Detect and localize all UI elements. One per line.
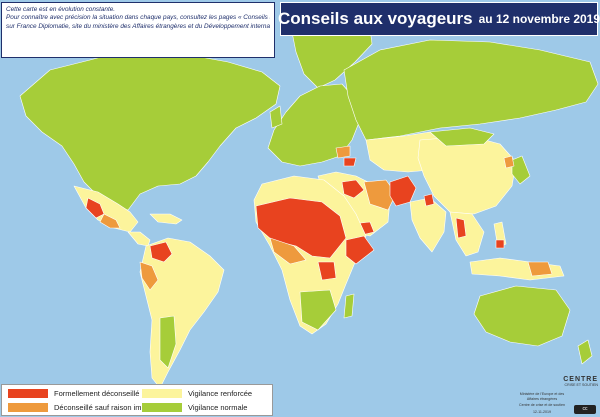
ministry-credit: Ministère de l'Europe et des Affaires ét… [519,392,565,401]
russia-caucasus [343,157,357,167]
legend: Formellement déconseillé Déconseillé sau… [1,384,273,416]
south-america-red [149,241,173,263]
legend-swatch [142,389,182,398]
legend-item: Vigilance renforcée [142,389,252,398]
cc-license-icon: cc [574,405,596,414]
map-date: au 12 novembre 2019 [478,12,600,26]
kashmir [423,193,435,207]
korea-japan [511,155,531,185]
legend-item: Formellement déconseillé [8,389,139,398]
papua [527,261,553,277]
south-america-orange [139,261,159,291]
ukraine-east [335,145,351,159]
intro-line: sur France Diplomatie, site du ministère… [6,22,270,30]
intro-line: Pour connaître avec précision la situati… [6,14,270,22]
syria-iraq [341,179,365,199]
uk [269,105,283,129]
intro-note: Cette carte est en évolution constante. … [1,2,275,58]
centre-logo-sub: CRISE ET SOUTIEN [564,383,598,387]
caribbean [149,213,183,225]
legend-item: Vigilance normale [142,403,247,412]
mexico-red [85,197,105,219]
legend-item: Déconseillé sauf raison impérative [8,403,168,412]
title-banner: Conseils aux voyageurs au 12 novembre 20… [277,2,600,36]
legend-label: Vigilance renforcée [188,389,253,398]
south-america-green [159,315,177,369]
new-zealand [577,339,593,365]
intro-line: Cette carte est en évolution constante. [6,6,116,13]
centre-credit: Centre de crise et de soutien [519,403,565,407]
legend-swatch [142,403,182,412]
centre-logo: CENTRE [563,376,598,383]
legend-label: Vigilance normale [188,403,248,412]
mindanao [495,239,505,249]
legend-swatch [8,389,48,398]
madagascar [343,293,355,319]
central-america [127,231,151,247]
sahel-orange [269,237,307,265]
iran [363,179,397,211]
sahel [255,197,347,259]
russia [343,39,599,141]
north-korea [503,155,515,169]
southern-africa [299,289,337,331]
legend-label: Formellement déconseillé [54,389,140,398]
mongolia [429,127,495,147]
myanmar-red [455,217,467,239]
mexico-orange [99,213,121,229]
credits: CENTRE CRISE ET SOUTIEN Ministère de l'E… [518,376,598,416]
drc-east [317,261,337,281]
legend-label: Déconseillé sauf raison impérative [54,403,169,412]
map-title: Conseils aux voyageurs [277,9,473,28]
credit-date: 12-11-2019 [532,410,552,414]
legend-swatch [8,403,48,412]
australia [473,285,571,347]
china [417,135,517,215]
horn-of-africa [345,235,375,265]
